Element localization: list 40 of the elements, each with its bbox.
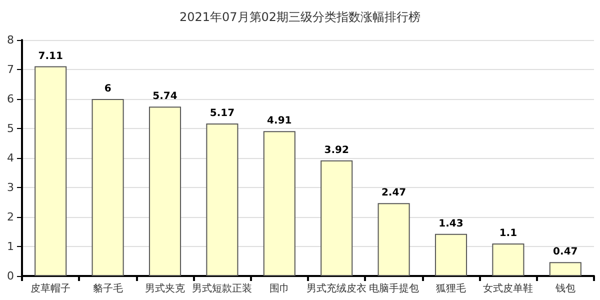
data-label: 4.91 — [267, 116, 292, 127]
x-tick-label: 围巾 — [269, 282, 290, 294]
data-label: 0.47 — [553, 246, 578, 258]
x-tick-label: 男式短款正装 — [192, 282, 252, 294]
data-label: 5.74 — [152, 91, 178, 102]
data-label: 3.92 — [324, 144, 349, 156]
bar — [263, 131, 296, 276]
x-tick-label: 女式皮单鞋 — [483, 282, 534, 294]
bar — [320, 160, 353, 276]
y-tick-label: 8 — [7, 34, 14, 46]
data-label: 7.11 — [38, 50, 63, 62]
bar — [206, 123, 238, 276]
y-tick-label: 0 — [7, 270, 14, 282]
bar — [434, 234, 468, 276]
chart-title: 2021年07月第02期三级分类指数涨幅排行榜 — [179, 10, 421, 24]
bar — [378, 203, 410, 276]
x-tick-label: 电脑手提包 — [368, 282, 419, 294]
data-label: 5.17 — [210, 108, 235, 119]
y-tick-label: 2 — [7, 210, 14, 224]
y-tick-label: 6 — [7, 92, 14, 106]
x-tick-label: 皮草帽子 — [30, 282, 71, 294]
bar — [549, 262, 582, 276]
data-label: 1.43 — [438, 218, 464, 230]
x-tick-label: 男式充绒皮衣 — [306, 282, 367, 294]
bar — [92, 99, 124, 276]
y-tick-label: 1 — [7, 240, 14, 253]
x-tick-label: 貉子毛 — [92, 282, 123, 294]
bar — [148, 106, 182, 276]
data-label: 1.1 — [499, 228, 518, 240]
x-tick-label: 男式夹克 — [145, 282, 185, 294]
bar — [492, 244, 524, 276]
x-tick-label: 钱包 — [554, 282, 576, 294]
y-tick-label: 7 — [7, 63, 14, 76]
y-tick-label: 3 — [7, 181, 14, 194]
x-tick-label: 狐狸毛 — [436, 282, 466, 294]
y-tick-label: 5 — [7, 122, 14, 135]
data-label: 2.47 — [381, 188, 406, 199]
y-tick-label: 4 — [7, 152, 14, 164]
data-label: 6 — [104, 84, 112, 94]
bar — [34, 66, 67, 276]
